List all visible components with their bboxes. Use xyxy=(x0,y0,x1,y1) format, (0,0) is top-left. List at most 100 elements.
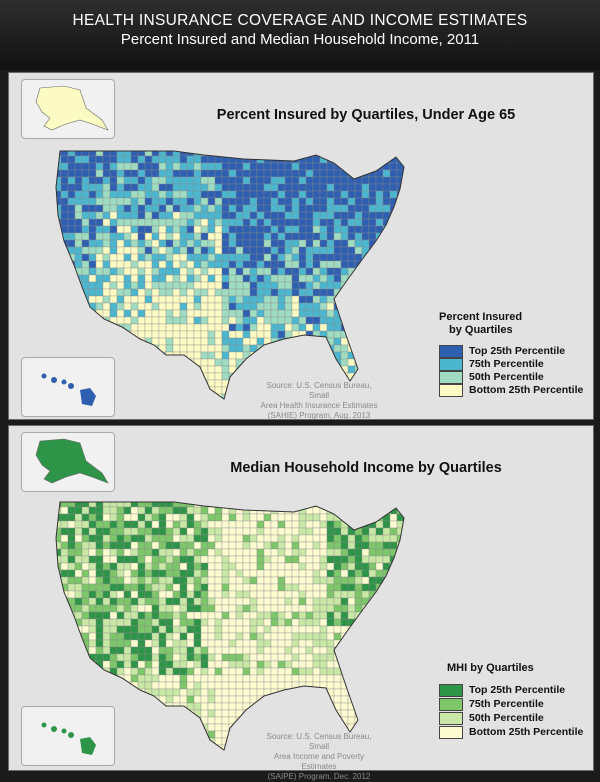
county-cell xyxy=(102,183,111,192)
county-cell xyxy=(179,730,188,739)
county-cell xyxy=(172,646,181,655)
county-cell xyxy=(347,632,356,641)
county-cell xyxy=(326,604,335,613)
county-cell xyxy=(56,344,62,353)
county-cell xyxy=(109,555,118,564)
county-cell xyxy=(236,759,243,766)
county-cell xyxy=(214,295,223,304)
county-cell xyxy=(256,632,265,641)
county-cell xyxy=(151,569,160,578)
county-cell xyxy=(74,667,83,676)
county-cell xyxy=(228,730,237,739)
county-cell xyxy=(389,527,398,536)
county-cell xyxy=(277,709,286,718)
county-cell xyxy=(200,267,209,276)
county-cell xyxy=(137,239,146,248)
county-cell xyxy=(88,716,97,725)
county-cell xyxy=(312,709,321,718)
county-cell xyxy=(312,534,321,543)
county-cell xyxy=(179,218,188,227)
county-cell xyxy=(172,379,181,388)
county-cell xyxy=(305,583,314,592)
county-cell xyxy=(116,597,125,606)
county-cell xyxy=(207,709,216,718)
county-cell xyxy=(123,365,132,374)
county-cell xyxy=(277,372,286,381)
county-cell xyxy=(158,639,167,648)
county-cell xyxy=(200,583,209,592)
county-cell xyxy=(340,197,349,206)
county-cell xyxy=(368,330,377,339)
county-cell xyxy=(215,401,222,408)
county-cell xyxy=(137,183,146,192)
county-cell xyxy=(277,660,286,669)
county-cell xyxy=(74,674,83,683)
county-cell xyxy=(123,309,132,318)
county-cell xyxy=(411,752,418,759)
county-cell xyxy=(193,646,202,655)
county-cell xyxy=(411,647,418,654)
county-cell xyxy=(193,393,202,399)
county-cell xyxy=(319,372,328,381)
county-cell xyxy=(396,639,404,648)
county-cell xyxy=(221,253,230,262)
county-cell xyxy=(193,562,202,571)
county-cell xyxy=(305,302,314,311)
county-cell xyxy=(312,365,321,374)
county-cell xyxy=(340,267,349,276)
county-cell xyxy=(312,302,321,311)
county-cell xyxy=(340,576,349,585)
county-cell xyxy=(382,253,391,262)
county-cell xyxy=(228,225,237,234)
county-cell xyxy=(88,702,97,711)
county-cell xyxy=(242,702,251,711)
county-cell xyxy=(102,169,111,178)
county-cell xyxy=(193,239,202,248)
county-cell xyxy=(411,640,418,647)
county-cell xyxy=(291,569,300,578)
county-cell xyxy=(396,267,404,276)
county-cell xyxy=(319,639,328,648)
county-cell xyxy=(67,274,76,283)
county-cell xyxy=(250,759,257,766)
county-cell xyxy=(284,190,293,199)
county-cell xyxy=(123,632,132,641)
county-cell xyxy=(235,688,244,697)
county-cell xyxy=(340,709,349,718)
county-cell xyxy=(88,330,97,339)
county-cell xyxy=(270,520,279,529)
county-cell xyxy=(207,246,216,255)
county-cell xyxy=(396,562,404,571)
county-cell xyxy=(193,260,202,269)
county-cell xyxy=(375,239,384,248)
county-cell xyxy=(354,309,363,318)
county-cell xyxy=(208,408,215,415)
county-cell xyxy=(382,653,391,662)
county-cell xyxy=(130,281,139,290)
county-cell xyxy=(123,288,132,297)
county-cell xyxy=(319,295,328,304)
county-cell xyxy=(144,190,153,199)
county-cell xyxy=(172,597,181,606)
county-cell xyxy=(137,583,146,592)
county-cell xyxy=(109,190,118,199)
county-cell xyxy=(67,590,76,599)
legend-item-50th: 50th Percentile xyxy=(439,712,599,725)
county-cell xyxy=(81,323,90,332)
county-cell xyxy=(305,344,314,353)
county-cell xyxy=(74,393,83,399)
county-cell xyxy=(249,365,258,374)
county-cell xyxy=(228,562,237,571)
county-cell xyxy=(368,358,377,367)
county-cell xyxy=(389,365,398,374)
county-cell xyxy=(180,408,187,415)
county-cell xyxy=(263,667,272,676)
county-cell xyxy=(172,625,181,634)
county-cell xyxy=(151,646,160,655)
county-cell xyxy=(375,625,384,634)
county-cell xyxy=(347,246,356,255)
county-cell xyxy=(256,590,265,599)
county-cell xyxy=(67,709,76,718)
county-cell xyxy=(284,527,293,536)
county-cell xyxy=(242,253,251,262)
